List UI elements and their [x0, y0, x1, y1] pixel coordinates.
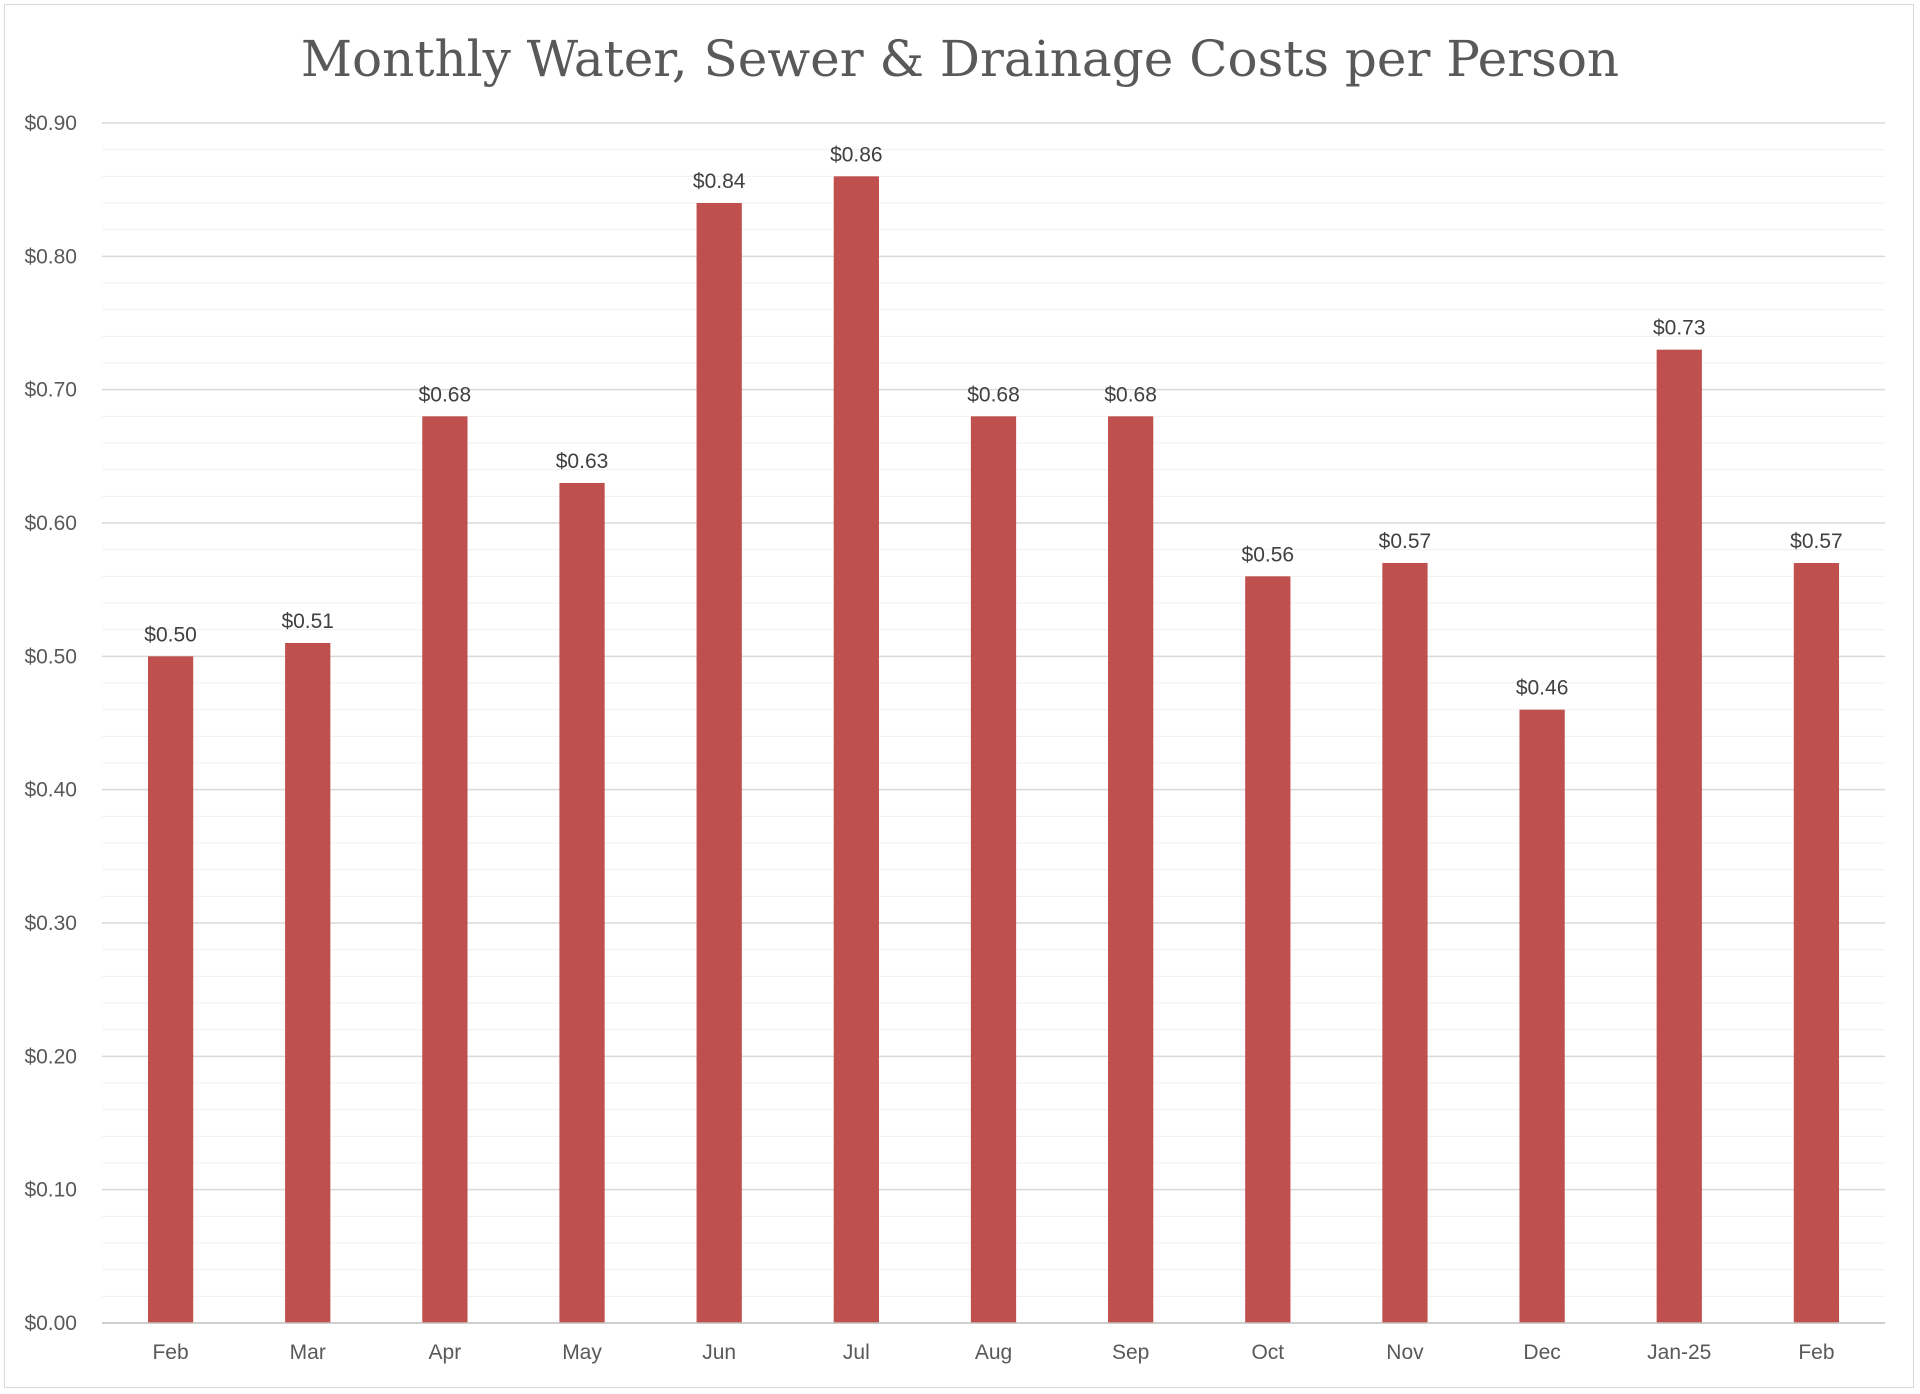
bar	[147, 656, 194, 1323]
bar	[833, 176, 879, 1323]
x-tick-label: Apr	[429, 1341, 462, 1364]
bar	[1793, 563, 1840, 1323]
data-label: $0.56	[1242, 543, 1295, 566]
data-label: $0.57	[1379, 530, 1432, 553]
x-tick-label: Jun	[702, 1341, 736, 1364]
bar	[559, 483, 605, 1323]
data-label: $0.73	[1653, 317, 1706, 340]
data-label: $0.50	[144, 623, 197, 646]
x-tick-label: Feb	[1798, 1341, 1834, 1364]
bars	[147, 176, 1840, 1324]
x-tick-label: Jul	[843, 1341, 870, 1364]
data-label: $0.68	[967, 383, 1020, 406]
data-label: $0.57	[1790, 530, 1843, 553]
x-axis-tick-labels: Feb Mar Apr May Jun Jul Aug Sep Oct Nov Dec Jan-25 F…	[152, 1341, 1834, 1364]
y-tick-label: $0.80	[24, 245, 77, 268]
x-tick-label: Nov	[1386, 1341, 1424, 1364]
bar	[1656, 349, 1702, 1324]
bar	[1245, 576, 1291, 1323]
x-tick-label: Mar	[290, 1341, 326, 1364]
y-tick-label: $0.10	[24, 1179, 77, 1202]
data-label: $0.84	[693, 170, 746, 193]
x-tick-label: May	[562, 1341, 602, 1364]
bar	[970, 416, 1017, 1323]
x-tick-label: Sep	[1112, 1341, 1149, 1364]
y-axis-tick-labels: $0.00 $0.10 $0.20 $0.30 $0.40 $0.50 $0.60 $0.70…	[24, 112, 77, 1335]
data-label: $0.68	[1104, 383, 1157, 406]
y-tick-label: $0.20	[24, 1045, 77, 1068]
x-tick-label: Dec	[1523, 1341, 1560, 1364]
data-label: $0.68	[419, 383, 472, 406]
data-label: $0.86	[830, 143, 883, 166]
bar	[696, 203, 742, 1323]
data-label: $0.46	[1516, 677, 1569, 700]
y-tick-label: $0.90	[24, 112, 77, 135]
data-label: $0.51	[281, 610, 334, 633]
bar	[1519, 709, 1565, 1323]
x-tick-label: Oct	[1251, 1341, 1284, 1364]
y-tick-label: $0.60	[24, 512, 77, 535]
bar	[1382, 563, 1428, 1323]
bar	[1108, 416, 1154, 1323]
x-tick-label: Jan-25	[1647, 1341, 1711, 1364]
y-tick-label: $0.40	[24, 779, 77, 802]
y-tick-label: $0.00	[24, 1312, 77, 1335]
data-labels: $0.50 $0.51 $0.68 $0.63 $0.84 $0.86 $0.68 $0.68…	[144, 143, 1842, 699]
x-tick-label: Aug	[975, 1341, 1012, 1364]
bar	[422, 416, 468, 1323]
y-tick-label: $0.70	[24, 379, 77, 402]
chart-title: Monthly Water, Sewer & Drainage Costs pe…	[301, 30, 1619, 88]
y-tick-label: $0.50	[24, 645, 77, 668]
y-tick-label: $0.30	[24, 912, 77, 935]
data-label: $0.63	[556, 450, 609, 473]
x-tick-label: Feb	[152, 1341, 188, 1364]
bar	[285, 643, 331, 1323]
